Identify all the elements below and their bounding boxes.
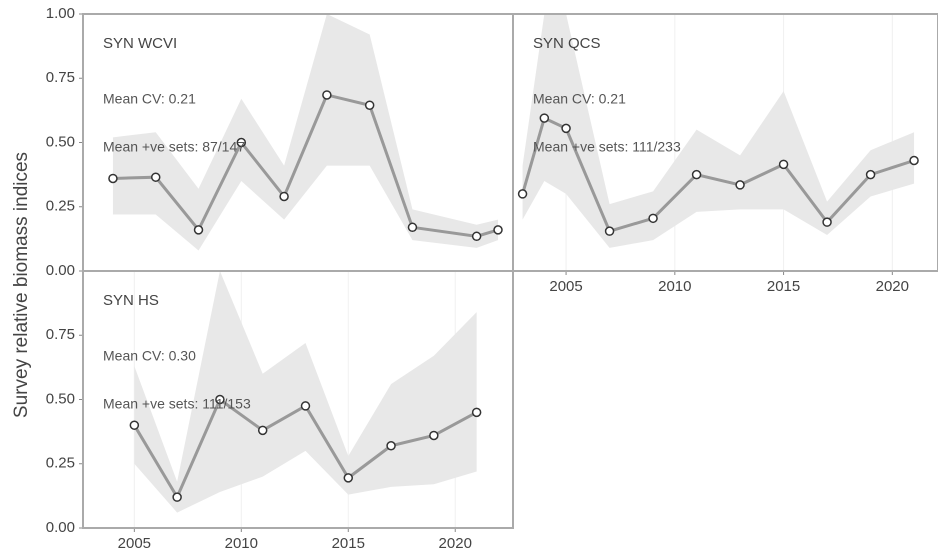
- confidence-band: [134, 271, 477, 513]
- panel-border: [82, 270, 514, 529]
- index-point: [471, 231, 482, 242]
- confidence-band: [522, 14, 915, 248]
- index-line: [112, 93, 499, 238]
- confidence-band: [112, 14, 499, 251]
- annotation: Mean CV: 0.21: [533, 91, 626, 107]
- index-point: [539, 113, 550, 123]
- x-tick-label: 2015: [332, 535, 365, 552]
- index-point: [343, 473, 354, 483]
- index-point: [909, 155, 919, 166]
- y-tick-label: 0.25: [46, 455, 75, 472]
- index-point: [691, 169, 702, 180]
- panel-title: SYN WCVI: [103, 35, 177, 52]
- y-tick-label: 1.00: [46, 5, 75, 22]
- panel-border: [512, 13, 938, 272]
- x-tick-label: 2020: [439, 535, 472, 552]
- index-point: [386, 441, 396, 451]
- y-axis-label: Survey relative biomass indices: [11, 152, 32, 418]
- index-point: [429, 430, 439, 441]
- x-tick-label: 2005: [549, 278, 582, 295]
- index-point: [129, 420, 140, 430]
- index-point: [279, 191, 289, 202]
- panel-title: SYN HS: [103, 292, 159, 309]
- index-point: [407, 222, 418, 233]
- annotation: Mean +ve sets: 111/153: [103, 396, 251, 412]
- annotation: Mean CV: 0.21: [103, 91, 196, 107]
- y-tick-label: 0.00: [46, 262, 75, 279]
- index-point: [735, 180, 745, 190]
- y-tick-label: 0.50: [46, 390, 75, 407]
- annotation: Mean CV: 0.30: [103, 348, 196, 364]
- index-point: [517, 189, 528, 199]
- panel-title: SYN QCS: [533, 35, 601, 52]
- index-point: [322, 90, 332, 100]
- y-tick-label: 0.75: [46, 69, 75, 86]
- index-point: [561, 123, 571, 134]
- annotation: Mean +ve sets: 87/147: [103, 139, 245, 155]
- index-point: [648, 213, 658, 224]
- index-point: [778, 159, 789, 170]
- index-point: [236, 137, 247, 148]
- index-point: [300, 401, 311, 411]
- x-tick-label: 2015: [767, 278, 800, 295]
- index-point: [193, 225, 204, 235]
- y-tick-label: 0.75: [46, 326, 75, 343]
- index-point: [150, 172, 161, 182]
- index-point: [822, 217, 832, 227]
- index-point: [471, 407, 482, 418]
- index-point: [257, 425, 268, 436]
- x-tick-label: 2010: [225, 535, 258, 552]
- index-point: [493, 225, 503, 235]
- index-point: [215, 394, 225, 405]
- y-tick-label: 0.50: [46, 133, 75, 150]
- x-tick-label: 2005: [118, 535, 151, 552]
- x-tick-label: 2010: [658, 278, 691, 295]
- index-point: [172, 492, 182, 502]
- index-point: [865, 169, 876, 180]
- index-point: [364, 100, 375, 110]
- y-tick-label: 0.00: [46, 519, 75, 536]
- index-point: [108, 173, 118, 184]
- x-tick-label: 2020: [876, 278, 909, 295]
- index-point: [604, 226, 615, 236]
- y-tick-label: 0.25: [46, 198, 75, 215]
- annotation: Mean +ve sets: 111/233: [533, 139, 681, 155]
